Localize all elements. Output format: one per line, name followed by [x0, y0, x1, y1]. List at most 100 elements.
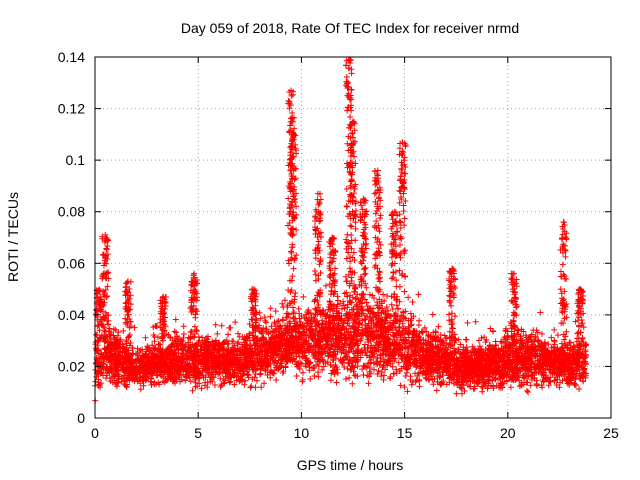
data-point	[551, 341, 558, 348]
data-point	[125, 333, 132, 340]
data-point	[204, 336, 211, 343]
data-point	[367, 370, 374, 377]
data-point	[340, 357, 347, 364]
data-point	[342, 375, 349, 382]
data-point	[267, 313, 274, 320]
data-point	[261, 380, 268, 387]
data-point	[279, 300, 286, 307]
data-point	[153, 323, 160, 330]
data-point	[345, 360, 352, 367]
data-point	[173, 329, 180, 336]
data-point	[380, 291, 387, 298]
data-point	[120, 327, 127, 334]
data-point	[365, 380, 372, 387]
data-point	[263, 319, 270, 326]
data-point	[360, 372, 367, 379]
data-point	[217, 383, 224, 390]
data-point	[142, 334, 149, 341]
data-point	[551, 326, 558, 333]
data-point	[436, 374, 443, 381]
data-point	[212, 321, 219, 328]
data-point	[272, 308, 279, 315]
data-point	[463, 336, 470, 343]
data-point	[182, 377, 189, 384]
data-point	[383, 303, 390, 310]
data-point	[246, 320, 253, 327]
data-point	[149, 342, 156, 349]
data-point	[378, 373, 385, 380]
data-point	[395, 359, 402, 366]
data-point	[218, 322, 225, 329]
data-point	[257, 371, 264, 378]
data-point	[363, 299, 370, 306]
data-points	[92, 56, 590, 404]
data-point	[315, 363, 322, 370]
data-point	[404, 388, 411, 395]
data-point	[279, 317, 286, 324]
data-point	[464, 381, 471, 388]
data-point	[333, 379, 340, 386]
data-point	[247, 384, 254, 391]
data-point	[180, 330, 187, 337]
data-point	[334, 369, 341, 376]
data-point	[295, 305, 302, 312]
data-point	[258, 384, 265, 391]
data-point	[351, 372, 358, 379]
data-point	[137, 386, 144, 393]
data-point	[252, 370, 259, 377]
data-point	[435, 323, 442, 330]
data-point	[226, 324, 233, 331]
data-point	[346, 374, 353, 381]
data-point	[525, 389, 532, 396]
data-point	[375, 367, 382, 374]
data-point	[554, 332, 561, 339]
data-point	[95, 322, 102, 329]
data-point	[539, 330, 546, 337]
data-point	[464, 319, 471, 326]
data-point	[416, 383, 423, 390]
data-point	[537, 309, 544, 316]
data-point	[409, 298, 416, 305]
data-point	[276, 322, 283, 329]
data-point	[387, 375, 394, 382]
data-point	[191, 334, 198, 341]
data-point	[189, 387, 196, 394]
data-point	[429, 311, 436, 318]
data-point	[96, 384, 103, 391]
data-point	[516, 383, 523, 390]
data-point	[349, 380, 356, 387]
data-point	[290, 309, 297, 316]
data-point	[267, 305, 274, 312]
data-point	[253, 377, 260, 384]
data-point	[299, 369, 306, 376]
data-point	[527, 382, 534, 389]
data-point	[300, 293, 307, 300]
data-point	[248, 383, 255, 390]
data-point	[416, 317, 423, 324]
data-point	[187, 378, 194, 385]
data-point	[402, 373, 409, 380]
data-point	[211, 381, 218, 388]
data-point	[214, 330, 221, 337]
data-point	[415, 291, 422, 298]
data-point	[172, 316, 179, 323]
data-point	[576, 385, 583, 392]
data-point	[96, 337, 103, 344]
data-point	[433, 387, 440, 394]
data-point	[275, 318, 282, 325]
data-point	[307, 376, 314, 383]
data-point	[548, 334, 555, 341]
data-point	[226, 379, 233, 386]
data-point	[327, 377, 334, 384]
data-point	[311, 373, 318, 380]
data-point	[180, 323, 187, 330]
data-point	[547, 378, 554, 385]
data-point	[232, 319, 239, 326]
data-point	[497, 338, 504, 345]
data-point	[261, 314, 268, 321]
data-point	[293, 372, 300, 379]
data-point	[523, 387, 530, 394]
data-point	[405, 294, 412, 301]
data-point	[195, 333, 202, 340]
